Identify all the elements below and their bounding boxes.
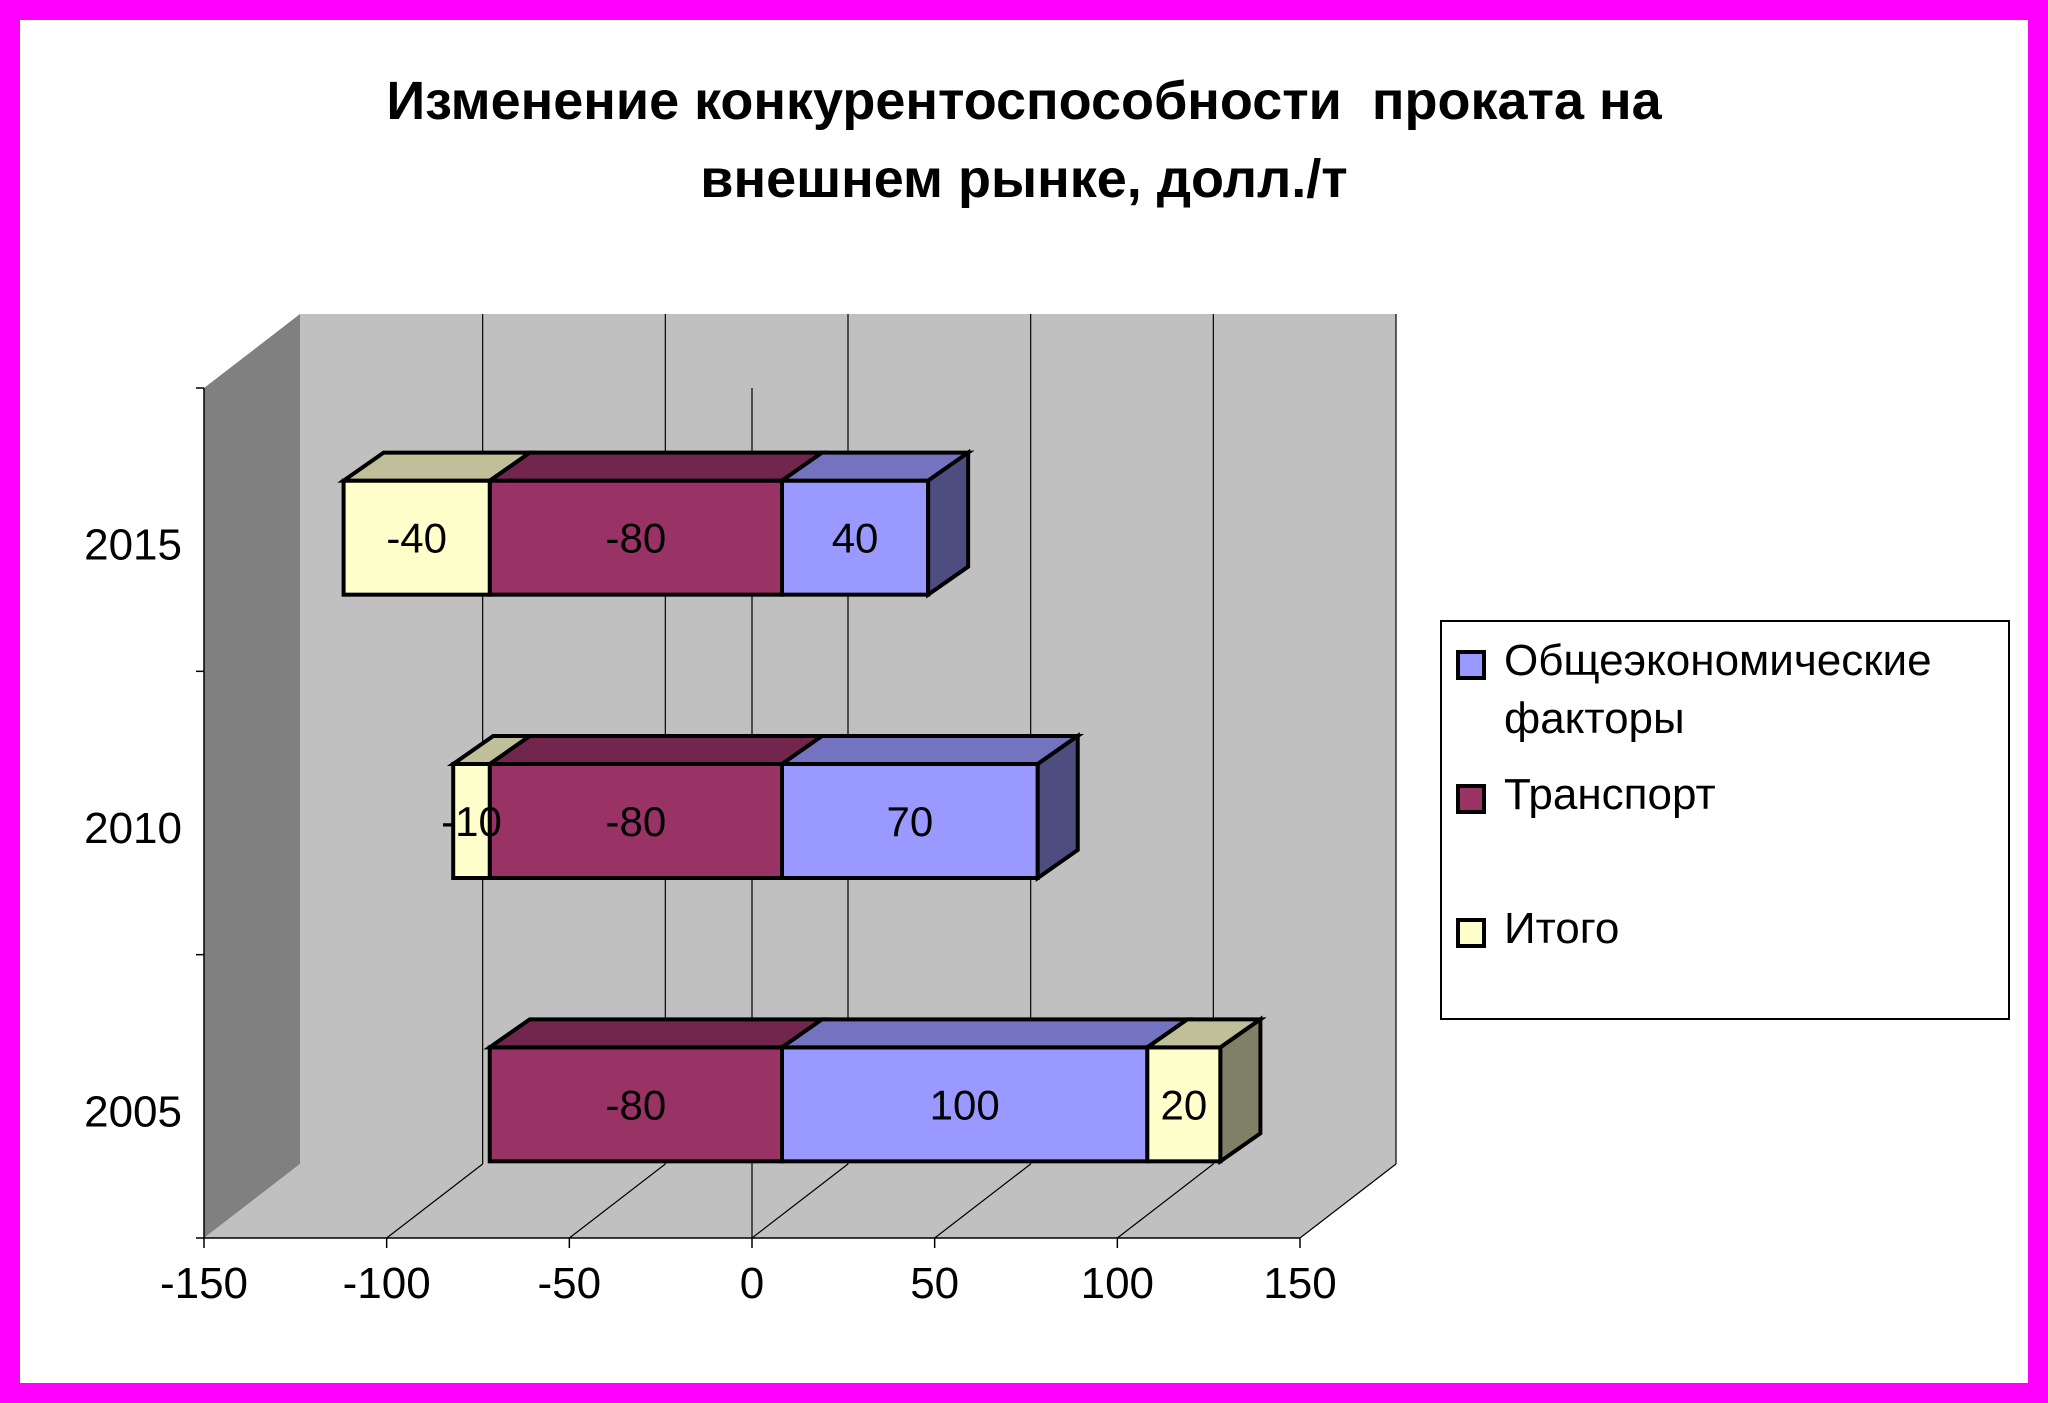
legend-swatch-general: [1456, 650, 1486, 680]
bar-side-2005: [1218, 1015, 1263, 1166]
chart-title-line-1: Изменение конкурентоспособности проката …: [386, 71, 1662, 131]
gridline-floor: [1116, 1163, 1214, 1239]
side-wall: [204, 314, 300, 1238]
transport-bar-2015-top: [483, 450, 829, 483]
data-label-transport-bar-2015: -80: [606, 515, 667, 562]
bar-side-2010: [1035, 732, 1080, 882]
x-tick-label: -50: [538, 1259, 602, 1308]
x-tick-label: 50: [910, 1259, 959, 1308]
legend: Общеэкономические факторы Транспорт Итого: [1440, 620, 2010, 1020]
data-label-general-bar-2015: 40: [832, 515, 879, 562]
gridline-floor: [386, 1163, 484, 1239]
general-bar-2010-top: [775, 734, 1085, 766]
gridline-floor: [934, 1163, 1032, 1239]
transport-bar-2005: [487, 1045, 784, 1164]
category-label-2015: 2015: [84, 521, 182, 570]
data-label-total-bar-2015: -40: [386, 515, 447, 562]
chart-axes: 2015 2010 2005 -150 -100 -50 0 50 100 150: [84, 387, 1337, 1308]
transport-bar-2005-top: [483, 1017, 829, 1050]
data-label-total-bar-2005: 20: [1161, 1081, 1208, 1128]
total-bar-2015-top: [337, 450, 537, 483]
chart-title-line-2: внешнем рынке, долл./т: [700, 149, 1348, 209]
total-bar-2010-top: [446, 734, 537, 766]
legend-swatch-total: [1456, 918, 1486, 948]
data-label-transport-bar-2010: -80: [606, 798, 667, 845]
general-bar-2015: [780, 478, 931, 597]
gridline-floor: [568, 1163, 666, 1239]
category-label-2010: 2010: [84, 804, 182, 853]
legend-label-general: Общеэкономические факторы: [1504, 636, 1932, 743]
legend-label-transport: Транспорт: [1504, 770, 1716, 819]
general-bar-2005-top: [775, 1017, 1194, 1050]
transport-bar-2010-top: [483, 734, 829, 766]
x-tick-label: -100: [343, 1259, 431, 1308]
data-label-transport-bar-2005: -80: [606, 1081, 667, 1128]
legend-swatch-transport: [1456, 784, 1486, 814]
chart-bars: -80 40 -40 -80 70 -10 -80 100 20: [337, 448, 1267, 1166]
data-label-total-bar-2010: -10: [441, 798, 502, 845]
data-label-general-bar-2010: 70: [887, 798, 934, 845]
data-label-general-bar-2005: 100: [930, 1081, 1000, 1128]
bar-side-2015: [926, 448, 971, 599]
gridline-floor: [1299, 1163, 1397, 1239]
transport-bar-2010: [487, 762, 784, 880]
x-tick-label: 150: [1263, 1259, 1336, 1308]
gridline-floor: [751, 1163, 849, 1239]
x-tick-label: -150: [160, 1259, 248, 1308]
chart-title: Изменение конкурентоспособности проката …: [0, 62, 2048, 218]
category-label-2005: 2005: [84, 1087, 182, 1136]
x-tick-label: 100: [1081, 1259, 1154, 1308]
x-tick-label: 0: [740, 1259, 764, 1308]
legend-label-total: Итого: [1504, 904, 1620, 953]
total-bar-2010: [451, 762, 492, 880]
